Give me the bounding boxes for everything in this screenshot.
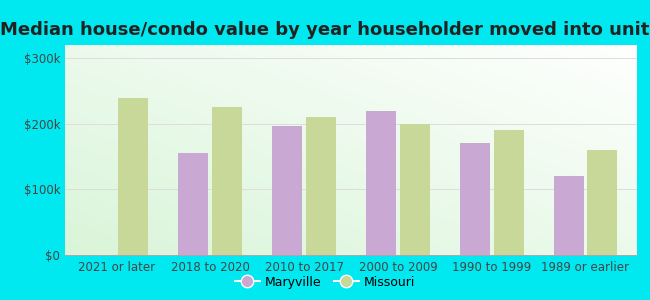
Bar — [179, 153, 209, 255]
Bar — [272, 126, 302, 255]
Bar — [306, 117, 336, 255]
Legend: Maryville, Missouri: Maryville, Missouri — [229, 271, 421, 294]
Bar — [400, 124, 430, 255]
Bar — [554, 176, 584, 255]
Text: Median house/condo value by year householder moved into unit: Median house/condo value by year househo… — [0, 21, 650, 39]
Bar — [366, 111, 396, 255]
Bar — [118, 98, 148, 255]
Bar — [588, 150, 618, 255]
Bar — [212, 107, 242, 255]
Bar — [460, 143, 490, 255]
Bar — [493, 130, 523, 255]
